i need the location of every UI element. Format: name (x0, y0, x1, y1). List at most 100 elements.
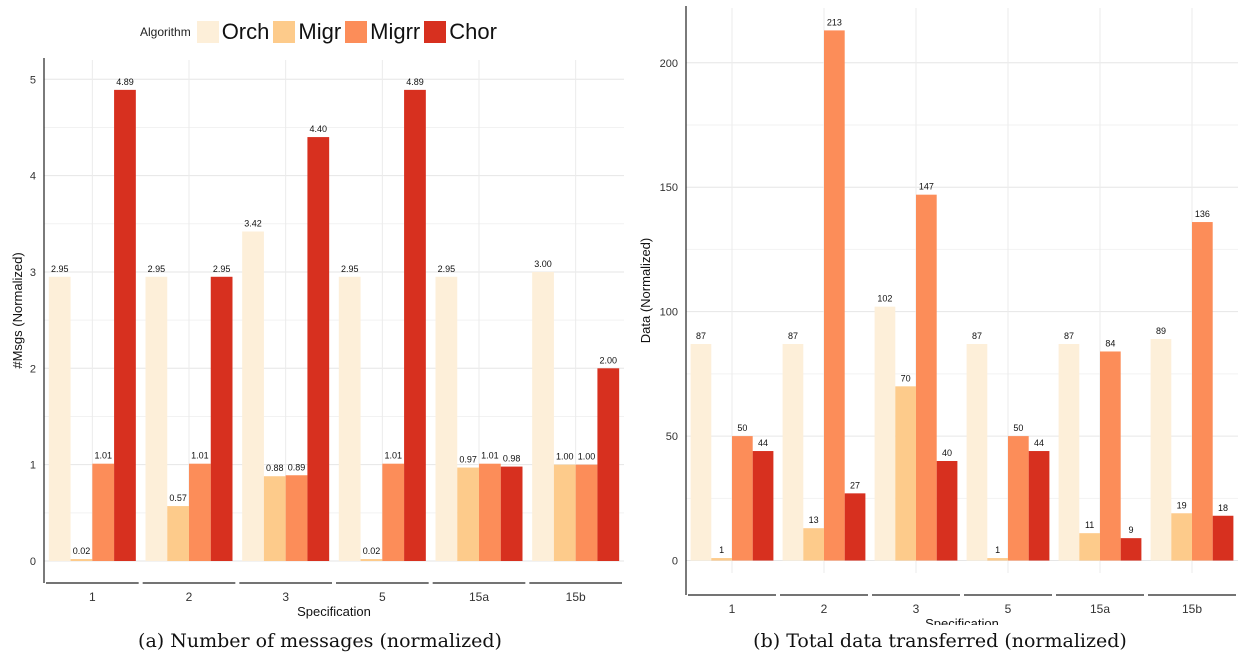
chart-a-bar-orch-1 (48, 276, 71, 561)
chart-a-value-label: 2.95 (51, 264, 69, 274)
chart-b-bar-migr-1 (711, 558, 732, 561)
chart-a-value-label: 1.01 (94, 451, 112, 461)
chart-a-bar-migrr-5 (382, 463, 405, 561)
chart-b-bar-migr-3 (895, 386, 916, 561)
chart-b-value-label: 89 (1156, 326, 1166, 336)
chart-a-bar-orch-15b (532, 271, 554, 561)
chart-b-x-tick-label: 1 (729, 602, 736, 616)
chart-b-value-label: 87 (696, 331, 706, 341)
chart-a-bar-migrr-15b (575, 464, 598, 561)
caption-messages: (a) Number of messages (normalized) (138, 630, 502, 652)
chart-b-y-tick-label: 100 (660, 307, 678, 319)
chart-b-value-label: 213 (827, 17, 842, 27)
chart-b-bar-migrr-5 (1008, 436, 1029, 561)
chart-a-bar-chor-15b (597, 368, 620, 561)
chart-a-y-tick-label: 2 (30, 363, 36, 375)
chart-b-value-label: 1 (719, 545, 724, 555)
chart-a-value-label: 1.01 (191, 451, 209, 461)
chart-a-value-label: 4.89 (406, 77, 424, 87)
chart-b-bar-orch-2 (782, 344, 804, 561)
chart-a-value-label: 4.89 (116, 77, 134, 87)
chart-a-bar-migrr-15a (479, 463, 501, 561)
chart-a-x-tick-label: 3 (282, 590, 289, 604)
chart-a-value-label: 0.02 (73, 546, 91, 556)
chart-b-value-label: 27 (850, 480, 860, 490)
legend-item-orch: Orch (196, 19, 269, 45)
chart-a-y-tick-label: 4 (30, 171, 36, 183)
chart-b-y-axis-title: Data (Normalized) (638, 238, 653, 343)
chart-a-value-label: 3.42 (244, 218, 262, 228)
chart-a-value-label: 2.95 (148, 264, 166, 274)
chart-b-value-label: 1 (995, 545, 1000, 555)
chart-b-value-label: 44 (1034, 438, 1044, 448)
legend-item-migr: Migr (273, 19, 341, 45)
chart-b-x-tick-label: 2 (821, 602, 828, 616)
chart-a-x-axis-title: Specification (297, 604, 371, 619)
chart-a-x-tick-label: 15b (566, 590, 586, 604)
chart-a-bar-migrr-3 (285, 475, 308, 561)
chart-a-bar-chor-5 (404, 89, 426, 561)
chart-messages: 2.95 2.95 3.42 2.95 2.95 3.00 0.02 0.57 0.88 0.02… (10, 58, 624, 619)
chart-a-value-label: 1.00 (556, 452, 574, 462)
chart-b-value-label: 87 (972, 331, 982, 341)
chart-b-y-tick-label: 50 (666, 431, 678, 443)
chart-b-bar-migr-15a (1079, 533, 1100, 561)
chart-b-bar-migrr-15a (1100, 351, 1121, 561)
legend-item-chor: Chor (424, 19, 497, 45)
legend-title: Algorithm (140, 25, 191, 39)
chart-a-value-label: 1.00 (578, 452, 596, 462)
chart-b-value-label: 50 (737, 423, 747, 433)
chart-a-bar-migr-15b (553, 464, 576, 561)
chart-b-bar-chor-15b (1212, 515, 1234, 561)
chart-b-x-tick-label: 15a (1090, 602, 1110, 616)
chart-a-value-label: 4.40 (310, 124, 328, 134)
chart-a-x-tick-label: 5 (379, 590, 386, 604)
legend-label-migr: Migr (298, 19, 342, 44)
chart-b-y-tick-label: 0 (672, 556, 678, 568)
chart-a-x-tick-label: 1 (89, 590, 96, 604)
chart-b-value-label: 50 (1013, 423, 1023, 433)
chart-b-y-tick-label: 200 (660, 58, 678, 70)
legend-item-migrr: Migrr (345, 19, 420, 45)
chart-b-bar-chor-3 (936, 460, 958, 561)
chart-a-value-label: 0.89 (288, 462, 306, 472)
chart-b-value-label: 136 (1195, 209, 1210, 219)
chart-b-value-label: 84 (1105, 338, 1115, 348)
chart-a-value-label: 1.01 (481, 451, 499, 461)
chart-a-value-label: 0.57 (169, 493, 187, 503)
chart-a-value-label: 2.95 (341, 264, 359, 274)
chart-b-value-label: 147 (919, 182, 934, 192)
chart-b-bar-orch-5 (966, 344, 988, 561)
chart-b-x-tick-label: 5 (1005, 602, 1012, 616)
chart-a-bar-orch-15a (435, 276, 458, 561)
chart-b-bar-chor-2 (844, 493, 866, 561)
chart-b-bar-chor-5 (1028, 451, 1050, 561)
chart-a-x-tick-label: 2 (186, 590, 193, 604)
legend-label-migrr: Migrr (370, 19, 421, 44)
chart-b-bar-chor-15a (1120, 538, 1142, 561)
chart-a-bar-migr-5 (360, 559, 383, 561)
legend-swatch-migrr (345, 21, 368, 43)
chart-b-value-label: 87 (1064, 331, 1074, 341)
chart-b-bar-migr-2 (803, 528, 824, 561)
legend-swatch-orch (196, 21, 219, 43)
chart-b-bar-orch-15a (1058, 344, 1080, 561)
chart-a-bar-orch-3 (242, 231, 264, 561)
chart-a-bar-chor-1 (114, 89, 136, 561)
chart-b-value-label: 102 (877, 294, 892, 304)
chart-a-bar-chor-15a (500, 466, 523, 561)
chart-a-x-tick-label: 15a (469, 590, 489, 604)
chart-a-bar-orch-5 (338, 276, 361, 561)
chart-b-value-label: 13 (809, 515, 819, 525)
legend-label-chor: Chor (449, 19, 497, 44)
chart-a-value-label: 0.97 (459, 455, 477, 465)
chart-b-value-label: 40 (942, 448, 952, 458)
chart-a-y-tick-label: 3 (30, 267, 36, 279)
chart-a-bar-migr-3 (263, 476, 286, 561)
chart-a-bar-chor-3 (307, 137, 330, 562)
caption-data: (b) Total data transferred (normalized) (753, 630, 1127, 652)
chart-a-bar-migr-15a (457, 467, 479, 561)
chart-a-value-label: 0.88 (266, 463, 284, 473)
chart-b-x-tick-label: 15b (1182, 602, 1202, 616)
